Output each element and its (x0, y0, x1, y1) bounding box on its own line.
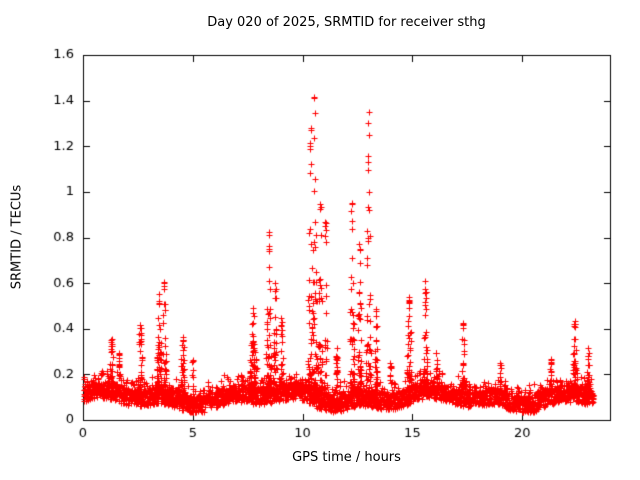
x-axis-label: GPS time / hours (292, 450, 401, 465)
y-axis-label: SRMTID / TECUs (9, 184, 25, 290)
chart-title: Day 020 of 2025, SRMTID for receiver sth… (207, 15, 486, 30)
